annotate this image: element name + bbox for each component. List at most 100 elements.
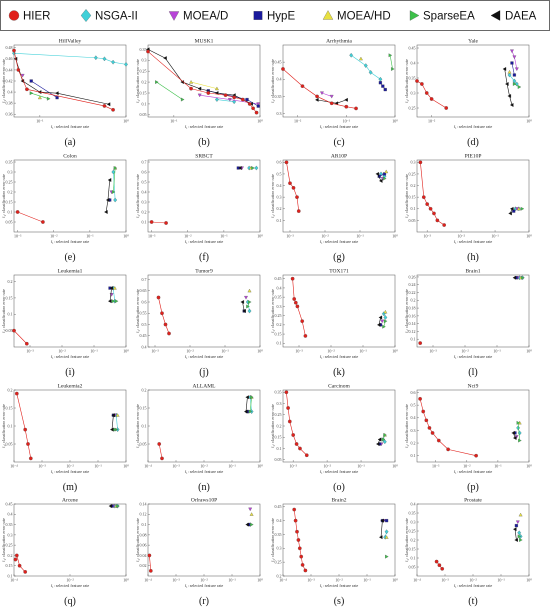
series-line-daea [514,529,517,541]
data-point-nsga-ii [102,56,107,62]
series-sparseea [517,534,523,542]
x-axis-label: f₁: selected feature rate [454,354,493,359]
subplot-caption: (a) [64,137,75,148]
data-point-hier [418,341,423,345]
series-moea-hd [384,169,389,174]
series-moea-hd [507,69,512,74]
y-tick-label: 0.25 [6,543,13,548]
data-point-hier [14,553,19,558]
y-tick-label: 0.25 [275,560,282,565]
data-point-hier [291,186,296,190]
data-point-sparseea [250,395,254,400]
subplot-caption: (h) [467,252,479,263]
y-tick-label: 0.14 [140,501,147,506]
series-line-hier [149,555,152,571]
data-point-hier [223,93,228,98]
x-tick-label: 10⁻³ [295,349,303,354]
x-tick-label: 10⁰ [257,349,263,354]
y-tick-label: 0.3 [411,519,416,524]
data-point-sparseea [516,420,521,425]
plot-area [147,389,261,463]
data-point-moea-hd [384,535,389,539]
series-sparseea [111,299,119,304]
y-tick-label: 0.3 [277,111,282,116]
y-tick-label: 0.1 [142,101,147,106]
data-point-hier [17,563,22,568]
y-tick-label: 0.4 [411,415,416,420]
series-hier [434,559,445,571]
y-tick-label: 0.25 [6,179,13,184]
x-tick-label: 10⁻² [200,464,208,469]
data-point-hier [428,206,433,211]
data-point-daea [245,395,249,400]
y-tick-label: 0.7 [142,277,147,282]
legend-marker-daea [490,10,501,21]
x-tick-label: 10⁻³ [172,464,180,469]
series-moea-d [20,73,25,78]
series-hier [284,160,301,213]
data-point-hier [418,160,423,165]
x-tick-label: 10⁻⁴ [10,578,18,583]
x-tick-label: 10⁻² [66,464,74,469]
plot-area [416,274,530,348]
data-point-hype [29,79,33,83]
data-point-hier [164,221,168,225]
y-tick-label: 0.4 [277,183,282,188]
x-tick-label: 10⁰ [392,464,398,469]
subplot-srbct: SRBCT 0.1 0.2 0.3 0.4 0.5 0.6 0.7 10⁻³ 10⁻² 10⁻¹ 10… [135,154,263,264]
data-point-hier [290,276,295,281]
series-hier [284,390,309,458]
y-tick-label: 0.1 [8,423,13,428]
x-tick-label: 10⁻¹ [491,234,499,239]
y-tick-label: 0.15 [6,199,13,204]
x-tick-label: 10⁻² [184,234,192,239]
data-point-sparseea [116,504,120,509]
y-tick-label: 0.4 [411,60,416,65]
data-point-hier [329,101,334,106]
plot-area [282,159,396,233]
series-nsga-ii [111,169,118,203]
data-point-nsga-ii [514,81,519,87]
y-tick-label: 0.15 [409,546,416,551]
plot-area [416,389,530,463]
series-hier [156,295,171,336]
x-tick-label: 10⁰ [526,578,532,583]
data-point-sparseea [247,300,252,304]
series-daea [376,437,382,446]
data-point-sparseea [383,319,388,324]
legend-marker-moea-hd [322,10,334,20]
y-axis-label: f₂: classification error rate [1,59,6,103]
data-point-nsga-ii [12,50,16,56]
plot-area [147,44,261,118]
y-tick-label: 0.2 [411,298,416,303]
y-tick-label: 0.55 [140,311,147,316]
series-hype [377,172,387,178]
data-point-nsga-ii [384,529,389,535]
data-point-daea [378,178,383,183]
data-point-daea [510,206,514,211]
data-point-daea [514,538,518,542]
series-moea-d [248,507,253,512]
data-point-sparseea [251,166,255,170]
y-axis-label: f₂: classification error rate [270,518,275,562]
y-tick-label: 0.3 [411,160,416,165]
x-tick-label: 10⁰ [526,234,532,239]
series-moea-hd [249,512,254,516]
subplot-yale: Yale 0.25 0.3 0.35 0.4 0.45 10⁻² 10⁰ f₂: classif… [404,39,532,149]
x-tick-label: 10⁻¹ [90,349,98,354]
y-tick-label: 0.5 [142,322,147,327]
legend-label: NSGA-II [95,11,138,23]
y-tick-label: 0.2 [142,387,147,392]
y-tick-label: 0.6 [277,160,282,165]
y-tick-label: 0.22 [409,290,416,295]
data-point-hier [303,568,308,573]
data-point-hier [440,566,445,571]
subplot-caption: (g) [333,252,345,263]
data-point-sparseea [382,324,386,329]
data-point-hier [295,304,300,309]
x-tick-label: 10⁻⁴ [144,464,152,469]
y-tick-label: 0.1 [411,206,416,211]
data-point-moea-hd [37,95,42,100]
y-tick-label: 0.18 [409,305,416,310]
y-tick-label: 0.06 [140,543,147,548]
